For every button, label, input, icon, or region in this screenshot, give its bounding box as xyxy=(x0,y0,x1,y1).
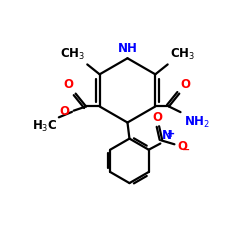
Text: CH$_3$: CH$_3$ xyxy=(60,47,85,62)
Text: H$_3$C: H$_3$C xyxy=(32,119,57,134)
Text: O: O xyxy=(152,111,162,124)
Text: NH: NH xyxy=(118,42,138,54)
Text: NH$_2$: NH$_2$ xyxy=(184,114,210,130)
Text: +: + xyxy=(167,129,175,139)
Text: N: N xyxy=(162,129,172,142)
Text: O: O xyxy=(64,78,74,91)
Text: CH$_3$: CH$_3$ xyxy=(170,47,195,62)
Text: O: O xyxy=(60,106,70,118)
Text: O: O xyxy=(177,140,187,153)
Text: −: − xyxy=(182,145,190,155)
Text: O: O xyxy=(180,78,190,91)
